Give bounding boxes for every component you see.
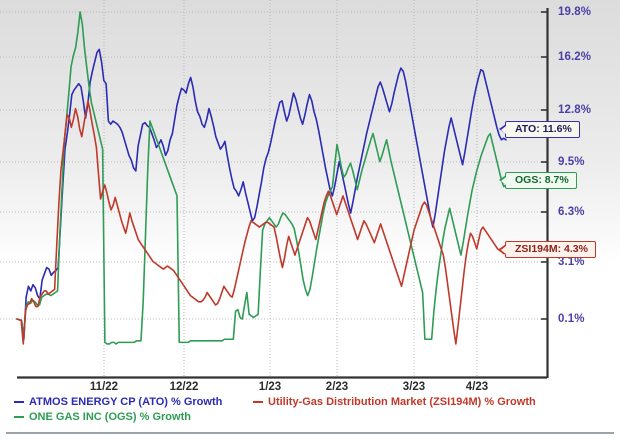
legend-label-ato: ATMOS ENERGY CP (ATO) % Growth: [29, 396, 223, 408]
chart-legend: ATMOS ENERGY CP (ATO) % Growth Utility-G…: [0, 396, 620, 430]
x-tick-label-11-22: 11/22: [89, 381, 119, 393]
y-tick-label-6-3: 6.3%: [558, 206, 585, 218]
x-tick-label-2-23: 2/23: [325, 381, 349, 393]
callout-ato-text: ATO: 11.6%: [515, 123, 572, 135]
legend-label-zsi: Utility-Gas Distribution Market (ZSI194M…: [268, 396, 536, 408]
y-tick-label-9-5: 9.5%: [558, 156, 585, 168]
callout-zsi: ZSI194M: 4.3%: [499, 241, 596, 258]
gridlines: [0, 0, 547, 377]
callout-ogs-pointer-inner: [501, 176, 507, 185]
x-tick-label-1-23: 1/23: [258, 381, 282, 393]
chart-plot-area: [0, 0, 549, 379]
y-axis-ticks: [541, 11, 548, 320]
x-tick-label-3-23: 3/23: [402, 381, 426, 393]
series-line-ogs: [16, 11, 507, 345]
x-tick-label-12-22: 12/22: [169, 381, 199, 393]
series-line-ato: [16, 48, 507, 341]
series-lines: [16, 11, 507, 345]
legend-item-ato: ATMOS ENERGY CP (ATO) % Growth: [14, 396, 222, 408]
legend-label-ogs: ONE GAS INC (OGS) % Growth: [29, 411, 191, 423]
legend-item-ogs: ONE GAS INC (OGS) % Growth: [14, 411, 191, 423]
callout-zsi-pointer-inner: [501, 245, 507, 254]
callout-ato-pointer-inner: [501, 125, 507, 134]
callout-ogs-text: OGS: 8.7%: [515, 174, 569, 186]
y-tick-label-0-1: 0.1%: [558, 313, 585, 325]
y-tick-label-12-8: 12.8%: [558, 104, 592, 116]
callout-ato: ATO: 11.6%: [499, 121, 580, 138]
legend-swatch-zsi: [253, 400, 263, 404]
legend-item-zsi: Utility-Gas Distribution Market (ZSI194M…: [253, 396, 536, 408]
legend-swatch-ato: [14, 400, 24, 404]
y-tick-label-19-8: 19.8%: [558, 6, 592, 18]
y-tick-label-3-1: 3.1%: [558, 256, 585, 268]
axis-lines: [17, 8, 549, 379]
x-tick-label-4-23: 4/23: [465, 381, 489, 393]
y-tick-label-16-2: 16.2%: [558, 51, 592, 63]
callout-ogs: OGS: 8.7%: [499, 172, 577, 189]
bottom-divider: [6, 432, 614, 434]
series-line-zsi194m: [16, 100, 507, 345]
callout-zsi-text: ZSI194M: 4.3%: [515, 243, 588, 255]
legend-swatch-ogs: [14, 415, 24, 419]
